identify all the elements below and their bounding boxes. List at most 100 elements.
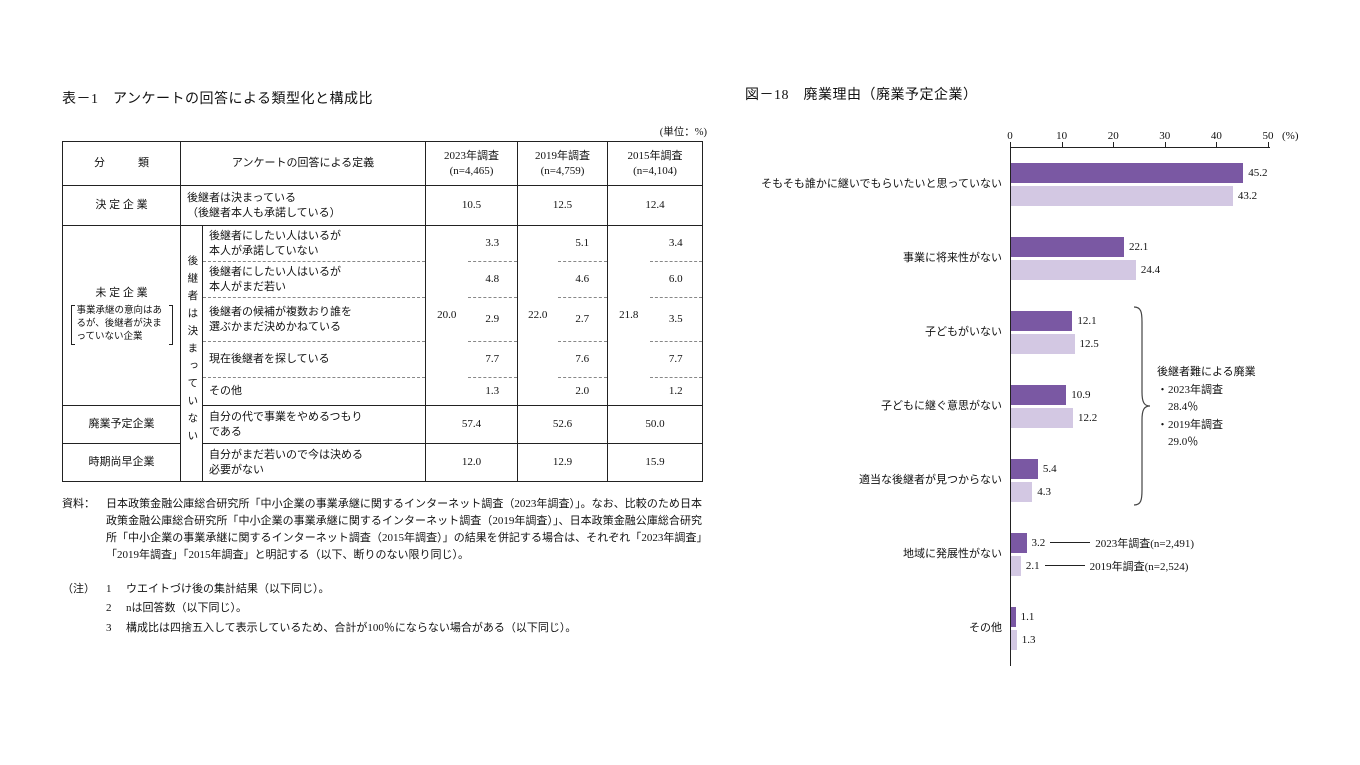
value-label: 12.5: [1079, 337, 1099, 350]
x-axis-labels: 0 10 20 30 40 50 (%): [745, 130, 1345, 147]
bar-line: 4.3: [1010, 481, 1345, 503]
mitei-sub3-2023: 2.9: [467, 297, 518, 342]
source-label: 資料：: [62, 498, 95, 510]
mitei-total-2019: 22.0: [517, 225, 558, 406]
jiki-label: 時期尚早企業: [62, 443, 181, 482]
x-axis-line: [1010, 147, 1270, 148]
note-number: 1: [106, 583, 112, 596]
bar-line: 1.3: [1010, 629, 1345, 651]
header-2019-year: 2019年調査: [535, 149, 591, 162]
category-bars: 10.9 12.2: [1010, 383, 1345, 430]
kettei-2015: 12.4: [607, 185, 703, 226]
row-haigyo: 廃業予定企業 自分の代で事業をやめるつもり である 57.4 52.6 50.0: [62, 405, 703, 444]
mitei-sub2-2015: 6.0: [649, 261, 703, 298]
category-bars: 12.1 12.5: [1010, 309, 1345, 356]
grouping-bracket: [1133, 306, 1151, 506]
annotation-line: 29.0％: [1157, 436, 1199, 449]
bar-line: 10.9: [1010, 384, 1345, 406]
unit-note: (単位：%): [659, 127, 707, 138]
bar-line: 24.4: [1010, 259, 1345, 281]
x-axis-unit-label: (%): [1282, 130, 1299, 142]
x-axis-tick-mark: [1216, 142, 1218, 147]
header-2015: 2015年調査 (n=4,104): [607, 141, 704, 186]
x-axis-tick-label: 30: [1159, 130, 1171, 142]
bar-2023: [1010, 532, 1027, 553]
value-label: 12.2: [1077, 411, 1098, 424]
chart-category-row: 子どもに継ぐ意思がない 10.9 12.2: [745, 369, 1345, 443]
header-2019: 2019年調査 (n=4,759): [517, 141, 609, 186]
mitei-sub2-2019: 4.6: [557, 261, 608, 298]
notes-block: （注） 1 ウエイトづけ後の集計結果（以下同じ）。 2 nは回答数（以下同じ）。…: [62, 580, 702, 638]
mitei-label-cell: 未 定 企 業 事業承継の意向はあるが、後継者が決まっていない企業: [62, 225, 181, 406]
figure-title: 図－18 廃業理由（廃業予定企業）: [745, 88, 978, 103]
mitei-sub1-definition: 後継者にしたい人はいるが 本人が承諾していない: [201, 225, 426, 262]
value-label: 1.1: [1020, 610, 1035, 623]
bar-line: 2.1 2019年調査(n=2,524): [1010, 555, 1345, 577]
bar-2023: [1010, 458, 1038, 479]
x-axis-tick-mark: [1061, 142, 1063, 147]
category-label: 子どもに継ぐ意思がない: [881, 399, 1002, 412]
bar-2023: [1010, 310, 1073, 331]
row-mitei-sub4: 現在後継者を探している 7.7 7.6 7.7: [63, 341, 703, 378]
category-label: 適当な後継者が見つからない: [859, 473, 1002, 486]
haigyo-2023: 57.4: [425, 405, 518, 444]
bar-line: 22.1: [1010, 236, 1345, 258]
note-item: 1 ウエイトづけ後の集計結果（以下同じ）。: [106, 580, 576, 599]
category-label: 子どもがいない: [925, 325, 1002, 338]
note-text: 構成比は四捨五入して表示しているため、合計が100％にならない場合がある（以下同…: [126, 621, 577, 634]
bar-2019: [1010, 481, 1033, 502]
bar-line: 12.5: [1010, 333, 1345, 355]
note-bracket-left: [70, 304, 75, 345]
jiki-definition: 自分がまだ若いので今は決める 必要がない: [201, 443, 426, 482]
mitei-sub5-2019: 2.0: [557, 377, 608, 406]
mitei-note-text: 事業承継の意向はあるが、後継者が決まっていない企業: [76, 305, 163, 343]
note-number: 2: [106, 602, 112, 615]
category-bars: 22.1 24.4: [1010, 235, 1345, 282]
value-label: 43.2: [1237, 189, 1258, 202]
header-2023: 2023年調査 (n=4,465): [425, 141, 519, 186]
mitei-sub5-definition: その他: [201, 377, 426, 406]
bar-2019: [1010, 185, 1233, 206]
haigyo-label: 廃業予定企業: [62, 405, 181, 444]
haigyo-2019: 52.6: [517, 405, 608, 444]
chart-category-row: 事業に将来性がない 22.1 24.4: [745, 221, 1345, 295]
kettei-label: 決 定 企 業: [62, 185, 181, 226]
table-header-row: 分 類 アンケートの回答による定義 2023年調査 (n=4,465) 2019…: [62, 141, 704, 186]
chart-category-row: その他 1.1 1.3: [745, 591, 1345, 665]
bar-chart: 0 10 20 30 40 50 (%) そもそも誰かに継いでもらいたいと思っていない 45.…: [745, 130, 1345, 666]
bar-line: 3.2 2023年調査(n=2,491): [1010, 532, 1345, 554]
category-label: 地域に発展性がない: [903, 547, 1002, 560]
classification-table: 分 類 アンケートの回答による定義 2023年調査 (n=4,465) 2019…: [62, 141, 704, 482]
row-mitei-sub1: 未 定 企 業 事業承継の意向はあるが、後継者が決まっていない企業 後継者は決ま…: [62, 225, 703, 482]
x-axis-tick-mark: [1113, 142, 1115, 147]
chart-category-row: そもそも誰かに継いでもらいたいと思っていない 45.2 43.2: [745, 147, 1345, 221]
header-classification: 分 類: [62, 141, 181, 186]
jiki-2015: 15.9: [607, 443, 703, 482]
row-kettei: 決 定 企 業 後継者は決まっている （後継者本人も承諾している） 10.5 1…: [62, 185, 703, 226]
mitei-sub2-definition: 後継者にしたい人はいるが 本人がまだ若い: [201, 261, 426, 298]
value-label: 4.3: [1037, 485, 1051, 498]
bar-2023: [1010, 384, 1067, 405]
legend-label: 2019年調査(n=2,524): [1089, 560, 1189, 573]
annotation-line: 28.4％: [1157, 401, 1199, 414]
bar-2023: [1010, 162, 1244, 183]
chart-rows: そもそも誰かに継いでもらいたいと思っていない 45.2 43.2 事業に将来性がない 2…: [745, 147, 1345, 665]
row-mitei-sub5: その他 1.3 2.0 1.2: [63, 377, 703, 406]
bar-2023: [1010, 236, 1125, 257]
row-mitei-sub3: 後継者の候補が複数おり誰を 選ぶかまだ決めかねている 2.9 2.7 3.5: [63, 297, 703, 342]
header-2023-n: (n=4,465): [449, 164, 494, 177]
category-label: そもそも誰かに継いでもらいたいと思っていない: [761, 177, 1002, 190]
bar-2019: [1010, 555, 1021, 576]
source-text: 日本政策金融公庫総合研究所「中小企業の事業承継に関するインターネット調査（202…: [106, 498, 702, 562]
legend-label: 2023年調査(n=2,491): [1095, 537, 1195, 550]
mitei-sub3-definition: 後継者の候補が複数おり誰を 選ぶかまだ決めかねている: [201, 297, 426, 342]
x-axis-tick-label: 50: [1262, 130, 1274, 142]
header-2019-n: (n=4,759): [540, 164, 585, 177]
note-text: nは回答数（以下同じ）。: [126, 602, 247, 615]
x-axis-tick-mark: [1010, 142, 1011, 147]
jiki-2019: 12.9: [517, 443, 608, 482]
bar-2019: [1010, 333, 1075, 354]
bar-2023: [1010, 606, 1016, 627]
value-label: 22.1: [1129, 240, 1149, 253]
note-item: 2 nは回答数（以下同じ）。: [106, 599, 576, 618]
